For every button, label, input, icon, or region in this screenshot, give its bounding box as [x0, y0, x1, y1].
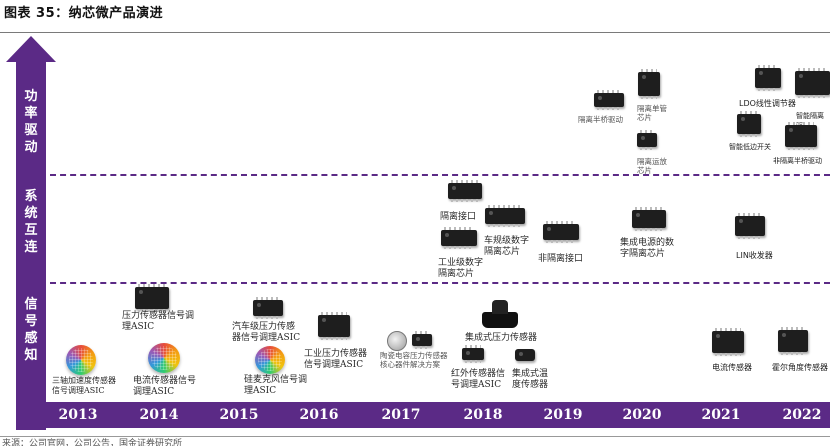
chip-image-2021-ldo: [755, 65, 781, 91]
product-label-2018-temp: 集成式温 度传感器: [512, 369, 549, 390]
year-label-2018: 2018: [463, 407, 503, 423]
year-label-2020: 2020: [622, 407, 662, 423]
chip-image-2020-sampling: [637, 130, 657, 150]
chip-image-2019-non-iso: [543, 221, 579, 243]
chip-image-2021-current: [712, 328, 744, 356]
year-label-2016: 2016: [299, 407, 339, 423]
tier-label-system: 系统互连: [24, 189, 38, 255]
year-label-2014: 2014: [139, 407, 179, 423]
product-label-2022-hall: 霍尔角度传感器: [772, 363, 828, 372]
year-label-2021: 2021: [701, 407, 741, 423]
product-label-2015-auto-pressure: 汽车级压力传感 器信号调理ASIC: [232, 322, 301, 343]
chip-image-2014-pressure: [135, 284, 169, 312]
product-label-2020-single-tube: 隔离单管 芯片: [637, 104, 667, 122]
chip-image-2016: [318, 312, 350, 340]
axis-arrow-head: [6, 36, 56, 62]
product-label-2018-auto-iso: 车规级数字 隔离芯片: [484, 236, 530, 257]
tier-divider-system-sense: [50, 282, 830, 284]
sensor-image-2018-pressure: [482, 300, 518, 328]
wafer-image-2013: [66, 345, 96, 375]
product-label-2021-ldo: LDO线性调节器: [739, 99, 796, 108]
wafer-image-2015: [255, 346, 285, 374]
product-label-2018-integrated-pressure: 集成式压力传感器: [465, 333, 538, 343]
chip-image-2015-auto: [253, 297, 283, 319]
product-label-2014-pressure: 压力传感器信号调 理ASIC: [122, 311, 195, 332]
source-note: 来源：公司官网，公司公告，国金证券研究所: [2, 439, 183, 446]
chip-image-2021-low-side: [737, 111, 761, 137]
product-label-2020-half-bridge: 隔离半桥驱动: [578, 115, 623, 124]
product-label-2018-isolated-interface: 隔离接口: [440, 212, 477, 222]
axis-arrow-shaft: [16, 60, 46, 430]
product-label-2014-current: 电流传感器信号 调理ASIC: [133, 376, 197, 397]
wafer-image-2014: [148, 343, 180, 373]
tier-label-sense: 信号感知: [24, 297, 38, 363]
product-label-2021-low-side: 智能低边开关: [729, 143, 771, 151]
figure-title: 图表 35：纳芯微产品演进: [4, 6, 164, 21]
chip-image-2020-power-iso: [632, 207, 666, 231]
tier-divider-power-system: [50, 174, 830, 176]
chip-image-2022-hall: [778, 327, 808, 355]
product-label-2019-non-iso: 非隔离接口: [538, 254, 584, 264]
chip-image-2020-half-bridge: [594, 90, 624, 110]
chip-image-2018-auto-iso: [485, 205, 525, 227]
chip-image-2022-smart-iso: [795, 68, 830, 98]
chip-image-2021-lin: [735, 213, 765, 239]
sensor-image-2017-ceramic: [387, 331, 407, 351]
product-label-2018-infrared: 红外传感器信 号调理ASIC: [451, 369, 506, 390]
title-divider: [0, 32, 830, 33]
chip-image-2022-non-iso: [785, 122, 817, 150]
year-label-2015: 2015: [219, 407, 259, 423]
year-label-2013: 2013: [58, 407, 98, 423]
product-label-2016-industrial: 工业压力传感器 信号调理ASIC: [304, 349, 368, 370]
chip-image-2018-isolated-interface: [448, 180, 482, 202]
year-label-2017: 2017: [381, 407, 421, 423]
product-label-2013-accel: 三轴加速度传感器 信号调理ASIC: [52, 376, 116, 395]
product-label-2022-non-iso: 非隔离半桥驱动: [773, 157, 822, 165]
chip-image-2018-temp: [515, 349, 535, 361]
tier-label-power: 功率驱动: [24, 89, 38, 155]
product-label-2020-power-iso: 集成电源的数 字隔离芯片: [620, 238, 675, 259]
year-label-2019: 2019: [543, 407, 583, 423]
year-label-2022: 2022: [782, 407, 822, 423]
product-label-2015-mic: 硅麦克风信号调 理ASIC: [244, 375, 308, 396]
footer-divider: [0, 436, 830, 437]
product-label-2021-current: 电流传感器: [712, 363, 752, 372]
product-label-2017-ceramic: 陶瓷电容压力传感器 核心器件解决方案: [380, 351, 448, 369]
chip-image-2018-industrial-iso: [441, 227, 477, 249]
chip-image-2020-single-tube: [638, 69, 660, 99]
product-label-2021-lin: LIN收发器: [736, 251, 773, 260]
chip-image-2017: [412, 331, 432, 349]
timeline-bar: [46, 402, 830, 428]
product-label-2018-industrial-iso: 工业级数字 隔离芯片: [438, 258, 484, 279]
chip-image-2018-infrared: [462, 345, 484, 363]
product-label-2020-sampling: 隔离运放 芯片: [637, 157, 667, 175]
